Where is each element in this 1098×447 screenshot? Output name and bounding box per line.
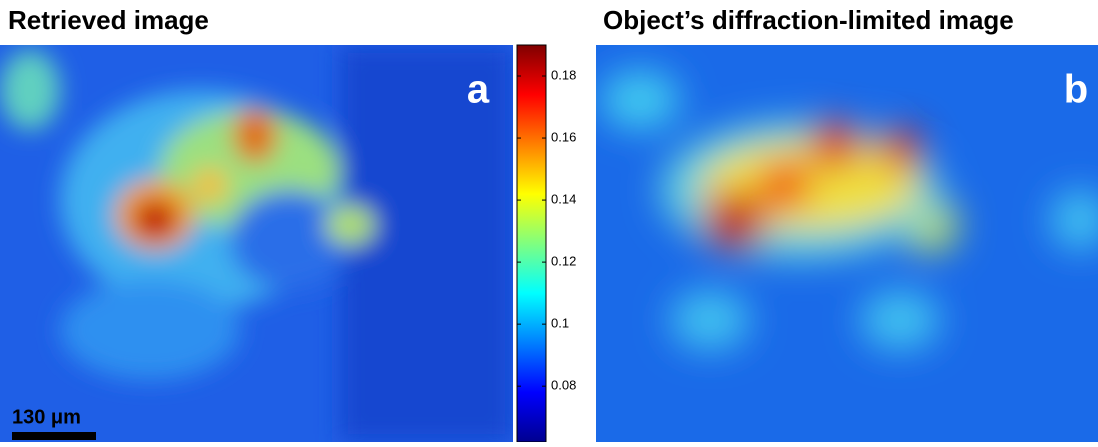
panel-label: a <box>467 68 490 112</box>
colorbar-tick-label: 0.16 <box>551 129 576 144</box>
colorbar <box>517 45 546 442</box>
panel-title: Object’s diffraction-limited image <box>603 5 1014 35</box>
scale-bar <box>12 432 96 440</box>
colorbar-tick-label: 0.1 <box>551 316 569 331</box>
panel-label: b <box>1064 68 1088 112</box>
colorbar-tick-label: 0.18 <box>551 67 576 82</box>
colorbar-tick-label: 0.12 <box>551 254 576 269</box>
panel-title: Retrieved image <box>8 5 209 35</box>
colorbar-tick-label: 0.14 <box>551 192 576 207</box>
scale-bar-label: 130 μm <box>12 406 81 428</box>
retrieved-image: a 130 μm <box>0 45 513 442</box>
figure: Retrieved image Object’s diffraction-lim… <box>0 0 1098 442</box>
diffraction-limited-image: b <box>596 45 1098 442</box>
colorbar-tick-label: 0.08 <box>551 378 576 393</box>
